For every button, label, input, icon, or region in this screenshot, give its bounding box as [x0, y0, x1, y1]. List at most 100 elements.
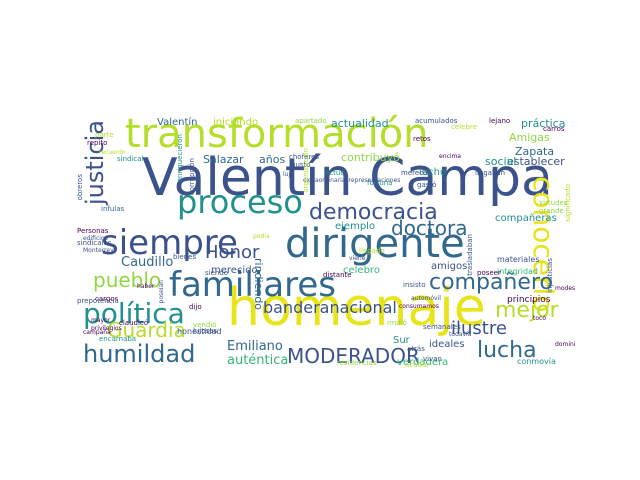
cloud-word: lucho	[419, 167, 447, 178]
cloud-word: carros	[543, 125, 565, 133]
cloud-word: contribuyó	[341, 151, 400, 164]
cloud-word: acumulados	[415, 117, 458, 125]
cloud-word: acabar	[405, 361, 430, 369]
cloud-word: Guardia	[107, 318, 186, 342]
cloud-word: actuó	[325, 169, 345, 177]
cloud-word: repito	[87, 139, 108, 147]
cloud-word: gastó	[417, 181, 437, 189]
cloud-word: dirigente	[285, 221, 465, 267]
cloud-word: celebre	[451, 123, 477, 131]
cloud-word: gusto	[291, 161, 311, 169]
cloud-word: poseían	[158, 280, 165, 304]
cloud-word: Honor	[205, 242, 260, 263]
cloud-word: compañeras	[495, 213, 557, 224]
cloud-word: insisto	[403, 281, 426, 289]
cloud-word: llegado	[359, 247, 385, 255]
cloud-word: materiales	[497, 255, 540, 264]
cloud-word: auténtica	[227, 353, 289, 368]
cloud-word: humildad	[83, 340, 196, 368]
cloud-word: lujo	[283, 171, 294, 178]
cloud-word: política	[83, 297, 185, 330]
cloud-word: atrás	[407, 345, 425, 353]
cloud-word: bienes	[173, 253, 197, 261]
cloud-word: Valentín	[157, 117, 198, 128]
cloud-word: trasladaban	[466, 234, 474, 276]
cloud-word: semanales	[423, 323, 461, 331]
cloud-word: Personas	[77, 227, 109, 235]
cloud-word: merece	[401, 169, 428, 177]
cloud-word: transformación	[125, 114, 429, 157]
word-cloud: Valentín Campa homenaje transformación s…	[77, 114, 575, 368]
cloud-word: vendió	[193, 321, 217, 329]
cloud-word: años	[259, 153, 286, 166]
cloud-word: social	[485, 155, 517, 168]
cloud-word: sindicales	[77, 239, 112, 247]
cloud-word: democracia	[309, 200, 438, 225]
cloud-word: enriquecieron	[176, 134, 184, 183]
cloud-word: claudicó	[119, 319, 149, 327]
cloud-word: corrupción	[188, 158, 196, 196]
cloud-word: honestidad	[177, 327, 222, 336]
cloud-word: lejano	[489, 117, 511, 125]
cloud-word: siempre	[101, 223, 238, 263]
cloud-word: automóvil	[411, 295, 441, 302]
cloud-word: establecer	[507, 155, 565, 168]
cloud-word: merecido	[211, 265, 258, 276]
cloud-word: residencias	[337, 359, 377, 367]
cloud-word: recuerdo	[99, 149, 126, 156]
cloud-word: doctora	[391, 216, 468, 240]
cloud-word: ilustre	[451, 318, 507, 339]
cloud-word: extraordinariasrepresentaciones	[303, 177, 401, 184]
cloud-word: modesta	[555, 285, 575, 292]
cloud-word: pueblo	[93, 268, 162, 292]
cloud-word: MODERADOR	[287, 344, 420, 368]
cloud-word: dijo	[189, 303, 202, 311]
cloud-word: Salazar	[203, 153, 244, 166]
cloud-word: banderanacional	[263, 298, 397, 317]
cloud-word: grande	[539, 207, 564, 215]
cloud-word: lucha	[477, 338, 537, 363]
cloud-word: apartado	[295, 117, 327, 125]
cloud-word: distante	[323, 271, 352, 279]
cloud-word: mejor	[495, 298, 559, 323]
cloud-word: Valentín Campa	[142, 148, 553, 208]
cloud-word: consumamos	[399, 303, 439, 310]
cloud-word: campaña	[83, 329, 111, 336]
cloud-word: iniciando	[213, 117, 259, 128]
cloud-word: organización	[302, 148, 310, 193]
cloud-word: familiares	[169, 265, 336, 305]
cloud-word: choferes	[289, 153, 320, 161]
cloud-word: viene	[349, 255, 366, 262]
cloud-word: fortuna	[367, 179, 393, 187]
cloud-word: rindió	[387, 319, 407, 327]
cloud-word: actualidad	[331, 117, 389, 130]
cloud-word: homenaje	[227, 278, 486, 338]
cloud-word: Monterrey	[83, 247, 114, 254]
cloud-word: privilegios	[91, 325, 122, 332]
cloud-word: encarnaba	[99, 335, 137, 343]
cloud-word: vivan	[423, 355, 442, 363]
cloud-word: injusticias	[546, 258, 554, 293]
cloud-word: Emiliano	[227, 339, 283, 354]
cloud-word: dominio	[555, 341, 575, 348]
cloud-word: prepotencia	[77, 297, 119, 305]
cloud-word: llegaban	[475, 169, 506, 177]
cloud-word: haber	[137, 283, 155, 290]
cloud-word: retos	[413, 135, 431, 143]
cloud-word: sindical	[117, 155, 144, 163]
cloud-word: ejemplo	[335, 221, 376, 232]
cloud-word: proceso	[177, 183, 303, 221]
cloud-word: Sur	[393, 335, 410, 346]
cloud-word: práctica	[521, 117, 566, 130]
cloud-word: ideales	[429, 339, 465, 350]
cloud-word: conocerlo	[527, 176, 560, 313]
cloud-word: celebro	[343, 265, 380, 276]
cloud-word: amigos	[431, 261, 468, 272]
cloud-word: mayor	[91, 317, 111, 324]
cloud-word: Zapata	[515, 145, 555, 158]
cloud-word: parte	[95, 131, 114, 139]
cloud-word: Amigas	[509, 131, 550, 144]
cloud-word: conmovía	[517, 357, 556, 366]
cloud-word: principios	[507, 295, 551, 305]
cloud-word: siendo	[205, 269, 229, 277]
